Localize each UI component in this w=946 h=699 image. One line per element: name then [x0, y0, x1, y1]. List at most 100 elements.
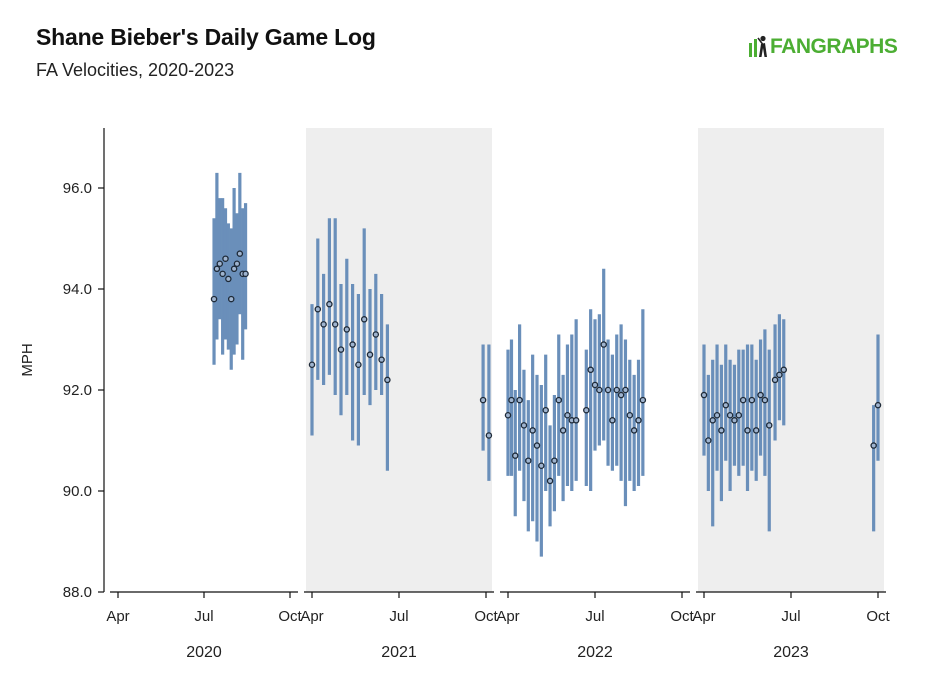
panel-shade-2021 — [306, 128, 492, 592]
velocity-avg-point — [731, 417, 738, 424]
velocity-avg-point — [739, 396, 747, 404]
velocity-avg-point — [626, 411, 634, 419]
velocity-avg-point — [508, 396, 515, 404]
velocity-avg-point — [378, 356, 385, 363]
velocity-avg-point — [726, 411, 734, 419]
x-tick-label: Apr — [692, 608, 715, 625]
velocity-avg-point — [572, 417, 580, 424]
y-tick-label: 90.0 — [63, 483, 92, 500]
velocity-avg-point — [718, 427, 725, 434]
velocity-avg-point — [512, 452, 519, 459]
velocity-avg-point — [748, 396, 756, 404]
y-tick-label: 88.0 — [63, 584, 92, 601]
velocity-avg-point — [516, 396, 523, 404]
x-tick-label: Apr — [300, 608, 323, 625]
velocity-avg-point — [551, 457, 558, 464]
batter-icon — [749, 35, 767, 57]
y-tick-label: 94.0 — [63, 281, 92, 298]
velocity-avg-point — [596, 386, 603, 394]
velocity-avg-point — [331, 321, 339, 328]
velocity-avg-point — [635, 417, 642, 424]
x-tick-label: Jul — [781, 608, 800, 625]
x-tick-label: Apr — [106, 608, 129, 625]
velocity-avg-point — [520, 422, 528, 429]
velocity-avg-point — [583, 406, 590, 414]
x-tick-label: Apr — [496, 608, 519, 625]
velocity-avg-point — [372, 331, 380, 338]
velocity-avg-point — [604, 386, 612, 394]
velocity-avg-point — [555, 396, 563, 404]
velocity-avg-point — [780, 366, 788, 374]
velocity-avg-point — [744, 427, 751, 434]
velocity-avg-point — [349, 341, 356, 348]
velocity-avg-point — [617, 391, 625, 399]
velocity-avg-point — [591, 381, 599, 389]
velocity-avg-point — [233, 260, 241, 267]
velocity-avg-point — [485, 432, 493, 439]
year-label-2021: 2021 — [381, 644, 417, 661]
x-tick-label: Oct — [670, 608, 694, 625]
x-tick-label: Oct — [278, 608, 302, 625]
velocity-avg-point — [236, 250, 244, 257]
velocity-avg-point — [870, 442, 877, 449]
velocity-avg-point — [752, 427, 760, 434]
velocity-avg-point — [776, 371, 783, 379]
velocity-avg-point — [225, 275, 232, 283]
velocity-avg-point — [559, 427, 567, 434]
velocity-avg-point — [326, 300, 333, 308]
velocity-avg-point — [639, 396, 647, 404]
chart-title: Shane Bieber's Daily Game Log — [36, 24, 376, 50]
velocity-avg-point — [222, 255, 229, 262]
velocity-avg-point — [343, 326, 351, 333]
velocity-avg-point — [766, 422, 773, 429]
velocity-avg-point — [242, 270, 249, 278]
velocity-avg-point — [713, 411, 721, 419]
velocity-avg-point — [529, 427, 536, 434]
year-label-2022: 2022 — [577, 644, 613, 661]
velocity-avg-point — [533, 442, 541, 449]
velocity-avg-point — [227, 295, 235, 303]
velocity-avg-point — [600, 341, 607, 348]
velocity-avg-point — [609, 417, 616, 424]
x-tick-label: Jul — [585, 608, 604, 625]
velocity-avg-point — [525, 457, 532, 464]
velocity-avg-point — [613, 386, 621, 394]
velocity-avg-point — [355, 361, 362, 368]
velocity-avg-point — [504, 411, 512, 419]
velocity-avg-point — [219, 270, 226, 278]
velocity-avg-point — [314, 305, 322, 313]
velocity-avg-point — [761, 396, 769, 404]
y-tick-label: 96.0 — [63, 180, 92, 197]
chart-subtitle: FA Velocities, 2020-2023 — [36, 60, 235, 80]
velocity-avg-point — [874, 401, 882, 409]
velocity-avg-point — [230, 265, 238, 273]
x-tick-label: Jul — [389, 608, 408, 625]
velocity-avg-point — [216, 260, 224, 267]
year-label-2023: 2023 — [773, 644, 809, 661]
logo-text: FANGRAPHS — [770, 35, 898, 58]
velocity-avg-point — [564, 411, 571, 419]
velocity-avg-point — [320, 321, 327, 328]
y-axis-label: MPH — [19, 343, 36, 376]
fangraphs-logo[interactable]: FANGRAPHS — [748, 34, 898, 60]
velocity-avg-point — [542, 406, 549, 414]
velocity-avg-point — [709, 417, 716, 424]
velocity-avg-point — [587, 366, 594, 374]
velocity-avg-point — [700, 391, 708, 399]
velocity-avg-point — [479, 396, 487, 404]
velocity-avg-point — [308, 361, 316, 368]
velocity-avg-point — [735, 411, 743, 419]
velocity-avg-point — [337, 346, 345, 353]
velocity-avg-point — [384, 376, 391, 384]
velocity-avg-point — [622, 386, 629, 394]
velocity-avg-point — [210, 295, 218, 303]
velocity-avg-point — [213, 265, 221, 273]
year-label-2020: 2020 — [186, 644, 222, 661]
y-tick-label: 92.0 — [63, 382, 92, 399]
x-tick-label: Oct — [474, 608, 498, 625]
velocity-avg-point — [538, 462, 545, 469]
velocity-avg-point — [722, 401, 730, 409]
velocity-avg-point — [546, 477, 554, 485]
velocity-avg-point — [366, 351, 374, 358]
velocity-avg-point — [630, 427, 638, 434]
